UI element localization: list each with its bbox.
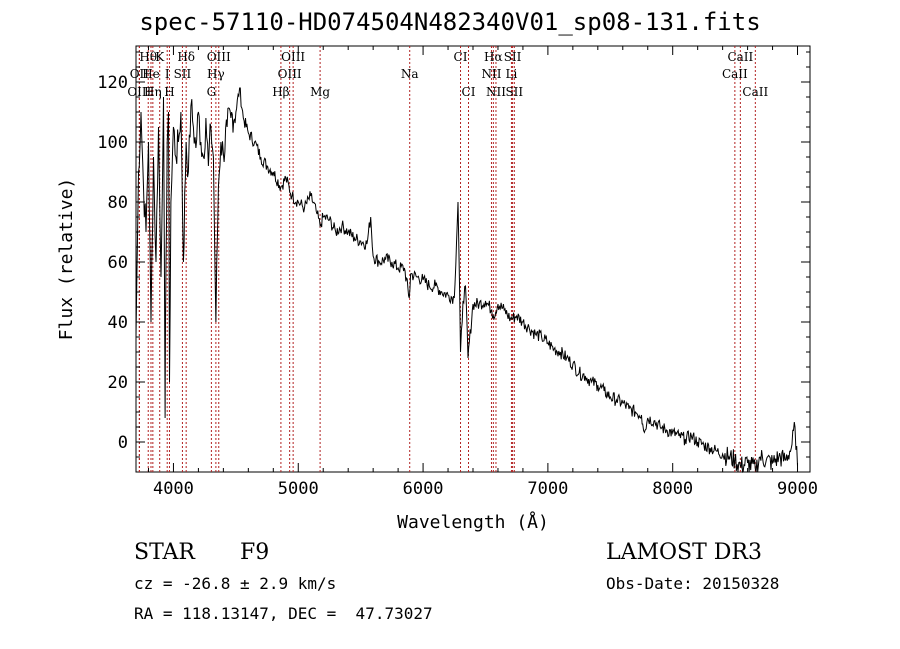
line-label-15: Hβ (272, 85, 289, 99)
line-label-5: K (155, 50, 165, 64)
x-tick-label-5: 9000 (777, 479, 818, 499)
x-tick-label-1: 5000 (278, 479, 319, 499)
x-axis-label: Wavelength (Å) (397, 511, 549, 533)
line-label-9: Hδ (177, 50, 195, 64)
line-label-23: SII (504, 50, 522, 64)
spectrum-series-line (135, 87, 798, 474)
coordinates: RA = 118.13147, DEC = 47.73027 (134, 604, 433, 623)
spectrum-chart: Hθ OII OIII He Hη K SII IH Hδ OIII Hγ G OIII OIII Hβ Mg… (56, 45, 818, 533)
y-tick-label-6: 120 (97, 73, 128, 93)
line-label-11: Hγ (207, 67, 225, 81)
axis-ticks: 4000 5000 6000 7000 8000 9000 0 20 40 60 80 100 120 (97, 46, 818, 499)
y-axis-label: Flux (relative) (56, 178, 77, 341)
line-label-21: NII (481, 67, 501, 81)
line-label-10: OIII (207, 50, 231, 64)
y-tick-label-3: 60 (108, 253, 128, 273)
line-label-17: Na (401, 67, 419, 81)
plot-frame (135, 45, 811, 473)
line-label-3: He (142, 67, 160, 81)
survey-name: LAMOST DR3 (606, 540, 762, 565)
observation-date: Obs-Date: 20150328 (606, 574, 780, 593)
line-label-22: NII (486, 85, 506, 99)
object-subclass: F9 (240, 540, 270, 565)
y-tick-label-5: 100 (97, 133, 128, 153)
line-label-18: CI (454, 50, 468, 64)
line-label-14: OIII (278, 67, 302, 81)
x-tick-label-2: 6000 (403, 479, 444, 499)
y-tick-label-1: 20 (108, 373, 128, 393)
y-tick-label-4: 80 (108, 193, 128, 213)
line-label-2: OIII (127, 85, 151, 99)
line-label-13: OIII (281, 50, 305, 64)
redshift-value: cz = -26.8 ± 2.9 km/s (134, 574, 337, 593)
line-label-16: Mg (310, 85, 330, 99)
y-tick-label-2: 40 (108, 313, 128, 333)
x-tick-label-0: 4000 (153, 479, 194, 499)
line-label-27: CaII (722, 67, 748, 81)
line-label-24: Li (506, 67, 518, 81)
line-label-19: CI (462, 85, 476, 99)
line-label-25: SII (505, 85, 523, 99)
line-label-6: SII (174, 67, 192, 81)
line-label-28: CaII (742, 85, 768, 99)
object-class: STAR (134, 540, 195, 565)
x-tick-label-3: 7000 (527, 479, 568, 499)
line-label-8: H (164, 85, 174, 99)
line-label-1: OII (130, 67, 150, 81)
spectral-line-markers (138, 46, 756, 472)
line-label-26: CaII (727, 50, 753, 64)
line-label-12: G (207, 85, 217, 99)
line-label-7: I (165, 67, 170, 81)
line-label-0: Hθ (139, 50, 157, 64)
y-tick-label-0: 0 (118, 433, 128, 453)
line-label-20: Hα (484, 50, 503, 64)
chart-title: spec-57110-HD074504N482340V01_sp08-131.f… (139, 8, 761, 36)
x-tick-label-4: 8000 (652, 479, 693, 499)
spectral-line-labels: Hθ OII OIII He Hη K SII IH Hδ OIII Hγ G OIII OIII Hβ Mg… (127, 50, 768, 99)
line-label-4: Hη (144, 85, 162, 99)
